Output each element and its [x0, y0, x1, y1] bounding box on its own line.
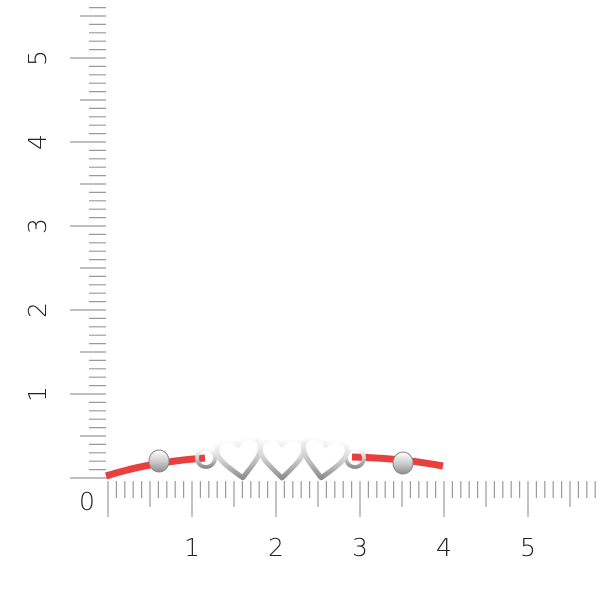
- y-label-5: 5: [23, 50, 52, 66]
- bead-right-icon: [392, 451, 414, 475]
- heart-charm-icon: [300, 434, 350, 481]
- y-label-1: 1: [23, 386, 52, 402]
- y-label-4: 4: [23, 134, 52, 150]
- origin-label: 0: [79, 487, 95, 516]
- ring-left-icon: [195, 447, 217, 469]
- heart-charm-icon: [257, 436, 307, 481]
- x-label-2: 2: [268, 533, 284, 562]
- x-label-1: 1: [184, 533, 200, 562]
- x-label-4: 4: [436, 533, 452, 562]
- bead-left-icon: [148, 449, 170, 473]
- x-label-3: 3: [352, 533, 368, 562]
- y-label-2: 2: [23, 302, 52, 318]
- x-axis-labels: 1 2 3 4 5: [184, 533, 536, 562]
- x-label-5: 5: [520, 533, 536, 562]
- y-label-3: 3: [23, 218, 52, 234]
- bracelet: [104, 434, 444, 481]
- y-axis-labels: 1 2 3 4 5: [23, 50, 52, 402]
- ruler-ticks: [70, 6, 596, 517]
- heart-charm-icon: [214, 434, 264, 481]
